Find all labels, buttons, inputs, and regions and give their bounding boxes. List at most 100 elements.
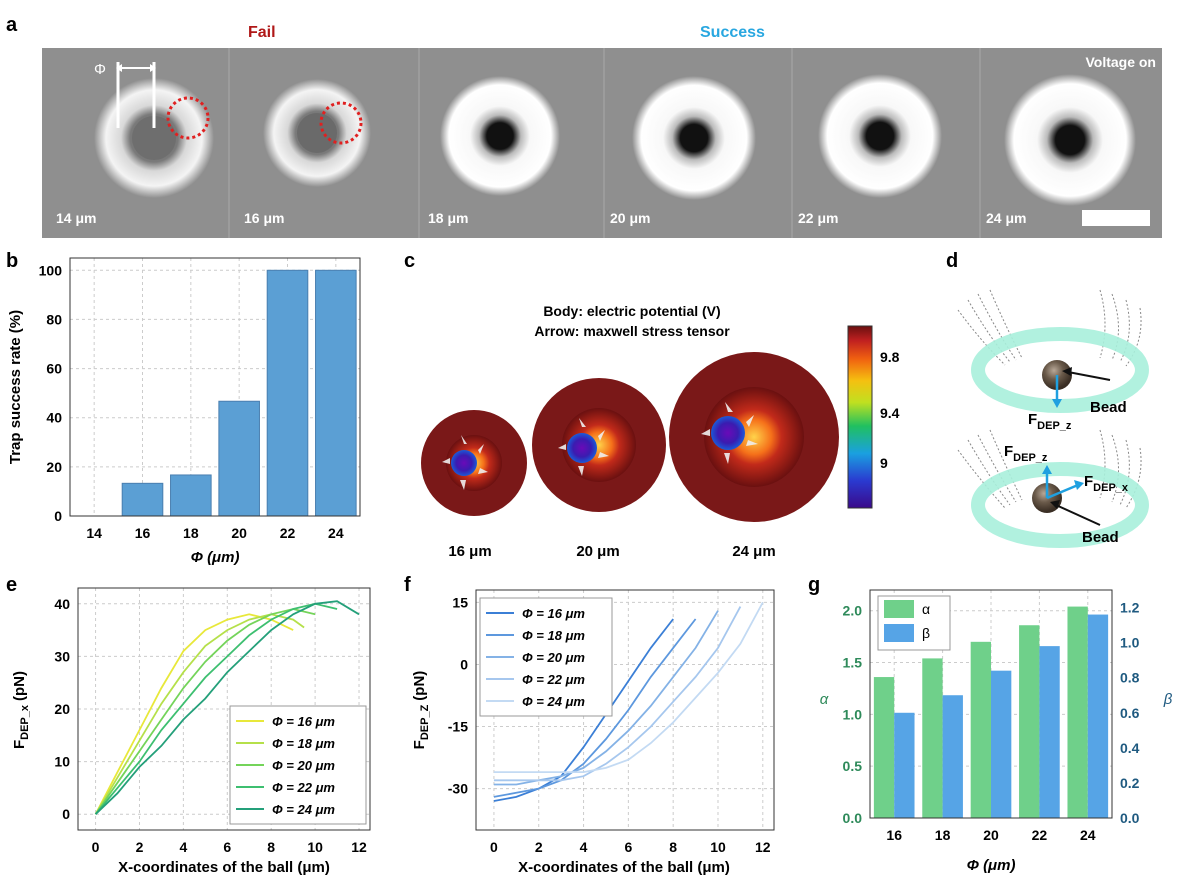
y-tick-label: 30 — [54, 648, 70, 664]
ring-22 — [818, 74, 942, 198]
x-tick-label: 2 — [136, 839, 144, 855]
series-line — [94, 608, 316, 815]
y-tick-label: 20 — [46, 459, 62, 475]
y-axis-label: FDEP_x(pN) — [11, 671, 31, 749]
bar — [315, 269, 357, 517]
plot-frame — [869, 589, 1113, 819]
potential-simulation: Body: electric potential (V) Arrow: maxw… — [421, 303, 900, 560]
legend-label: Φ = 22 μm — [272, 780, 335, 795]
ring-top — [971, 327, 1149, 413]
x-tick-label: 2 — [535, 839, 543, 855]
series-line — [493, 618, 697, 798]
bar-alpha — [1019, 625, 1040, 818]
fail-circle-16 — [319, 101, 363, 145]
alpha-beta-chart: 0.0 0.5 1.0 1.5 2.0 0.0 0.2 0.4 0.6 0.8 1.0 1.2 16… — [820, 589, 1173, 874]
frame-label-22: 22 μm — [798, 210, 839, 226]
bead-label-bottom: Bead — [1082, 529, 1119, 546]
x-axis-label: X-coordinates of the ball (μm) — [518, 859, 730, 876]
y-axis-label-left: α — [820, 691, 829, 708]
frame-label-24: 24 μm — [986, 210, 1027, 226]
panel-letter-d: d — [946, 250, 959, 272]
plot-frame — [475, 589, 775, 831]
series-line — [94, 600, 360, 815]
force-z-label-bottom: FDEP_z — [1004, 443, 1048, 464]
y-tick-label-right: 1.0 — [1120, 635, 1140, 651]
y-tick-label: 10 — [54, 754, 70, 770]
colorbar-tick-9-4: 9.4 — [880, 405, 900, 421]
c-label-24: 24 μm — [732, 543, 775, 560]
legend-label: Φ = 20 μm — [272, 758, 335, 773]
series-line — [493, 618, 674, 802]
x-tick-label: 12 — [755, 839, 771, 855]
y-tick-label-left: 0.0 — [843, 810, 863, 826]
y-tick-label-right: 0.6 — [1120, 705, 1140, 721]
scale-bar — [1082, 210, 1150, 226]
microscopy-rings: Φ — [94, 48, 1136, 238]
series-line — [493, 601, 764, 773]
x-tick-label: 22 — [280, 525, 296, 541]
x-tick-label: 8 — [267, 839, 275, 855]
legend-label: Φ = 18 μm — [522, 628, 585, 643]
bar-beta — [991, 670, 1012, 818]
bar-alpha — [922, 658, 943, 818]
y-tick-label-right: 0.4 — [1120, 740, 1140, 756]
c-label-20: 20 μm — [576, 543, 619, 560]
sim-16-bead — [451, 450, 477, 476]
ring-24 — [1004, 74, 1136, 206]
frame-label-14: 14 μm — [56, 210, 97, 226]
y-tick-label: 40 — [54, 596, 70, 612]
c-title-line2: Arrow: maxwell stress tensor — [534, 323, 730, 339]
x-tick-label: 0 — [490, 839, 498, 855]
y-tick-label: -15 — [448, 719, 468, 735]
x-tick-label: 4 — [179, 839, 187, 855]
force-x-label: FDEP_x — [1084, 473, 1129, 494]
y-tick-label-right: 0.0 — [1120, 810, 1140, 826]
series-line — [493, 610, 719, 786]
x-tick-label: 6 — [223, 839, 231, 855]
bar-beta — [942, 695, 963, 818]
colorbar-tick-9-8: 9.8 — [880, 349, 900, 365]
x-axis-label: Φ (μm) — [191, 549, 240, 566]
bar-alpha — [1067, 606, 1088, 818]
y-axis-label: FDEP_Z(pN) — [411, 671, 431, 750]
bead-pointer-top — [1067, 371, 1111, 381]
fail-circle-14 — [166, 96, 210, 140]
bead-label-top: Bead — [1090, 399, 1127, 416]
legend-label: Φ = 20 μm — [522, 650, 585, 665]
ring-bottom — [971, 462, 1149, 548]
bar — [218, 400, 260, 517]
x-tick-label: 16 — [886, 827, 902, 843]
legend-label: α — [922, 601, 930, 617]
frame-label-16: 16 μm — [244, 210, 285, 226]
x-tick-label: 0 — [92, 839, 100, 855]
x-tick-label: 20 — [983, 827, 999, 843]
y-tick-label-left: 1.0 — [843, 706, 863, 722]
y-tick-label-left: 0.5 — [843, 758, 863, 774]
panel-letter-e: e — [6, 574, 18, 596]
legend-label: β — [922, 625, 930, 641]
y-tick-label-left: 1.5 — [843, 655, 863, 671]
force-x-chart: 0 10 20 30 40 0 2 4 6 8 10 12 Φ = 16 μm Φ = 18 μm Φ … — [11, 587, 371, 876]
sim-24-bead — [711, 416, 745, 450]
x-tick-label: 24 — [1080, 827, 1096, 843]
colorbar-tick-9: 9 — [880, 455, 888, 471]
legend-label: Φ = 22 μm — [522, 672, 585, 687]
panel-letter-c: c — [404, 250, 416, 272]
y-axis-label: Trap success rate (%) — [7, 310, 24, 464]
series-line — [493, 606, 742, 782]
panel-letter-g: g — [808, 574, 821, 596]
x-tick-label: 4 — [580, 839, 588, 855]
x-tick-label: 12 — [351, 839, 367, 855]
legend-label: Φ = 24 μm — [272, 802, 335, 817]
trap-success-chart: 0 20 40 60 80 100 14 16 18 20 22 24 Trap success r… — [7, 257, 361, 566]
y-tick-label-right: 0.8 — [1120, 670, 1140, 686]
voltage-label: Voltage on — [1085, 54, 1156, 70]
panel-letter-b: b — [6, 250, 19, 272]
legend-label: Φ = 16 μm — [522, 606, 585, 621]
bar — [170, 474, 212, 517]
phi-label: Φ — [94, 61, 106, 78]
y-tick-label: 40 — [46, 410, 62, 426]
frame-label-18: 18 μm — [428, 210, 469, 226]
bar-beta — [1087, 614, 1109, 818]
y-tick-label: 0 — [460, 656, 468, 672]
